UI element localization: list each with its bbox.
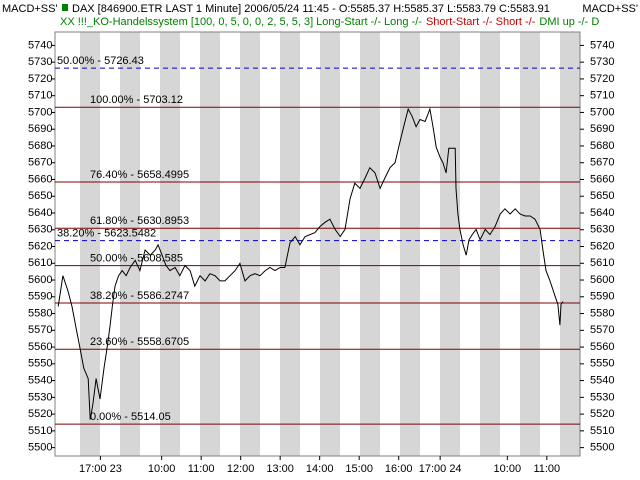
x-tick-label: 17:00 23 bbox=[79, 463, 122, 475]
price-line bbox=[57, 107, 564, 420]
y-tick-label: 5530 bbox=[28, 391, 52, 403]
y-tick-label: 5600 bbox=[28, 274, 52, 286]
y-tick-label: 5520 bbox=[590, 408, 614, 420]
fib-label: 23.60% - 5558.6705 bbox=[90, 336, 189, 348]
y-tick-label: 5510 bbox=[590, 425, 614, 437]
time-band bbox=[400, 32, 420, 456]
chart-title: DAX [846900.ETR LAST 1 Minute] 2006/05/2… bbox=[72, 3, 550, 15]
subtitle-part: DMI up -/- D bbox=[539, 16, 599, 28]
y-tick-label: 5540 bbox=[590, 374, 614, 386]
time-bands bbox=[80, 32, 580, 456]
y-tick-label: 5670 bbox=[28, 157, 52, 169]
y-tick-label: 5530 bbox=[590, 391, 614, 403]
time-band bbox=[120, 32, 140, 456]
x-tick-label: 10:00 bbox=[148, 463, 176, 475]
y-tick-label: 5710 bbox=[590, 90, 614, 102]
title-icon bbox=[62, 4, 68, 11]
time-band bbox=[240, 32, 260, 456]
y-tick-label: 5640 bbox=[28, 207, 52, 219]
y-tick-label: 5650 bbox=[28, 190, 52, 202]
y-tick-label: 5680 bbox=[590, 140, 614, 152]
y-tick-label: 5700 bbox=[590, 106, 614, 118]
y-tick-label: 5560 bbox=[28, 341, 52, 353]
y-tick-label: 5500 bbox=[28, 442, 52, 454]
y-tick-label: 5640 bbox=[590, 207, 614, 219]
x-tick-label: 10:00 bbox=[494, 463, 522, 475]
y-tick-label: 5720 bbox=[590, 73, 614, 85]
y-tick-label: 5680 bbox=[28, 140, 52, 152]
y-tick-label: 5510 bbox=[28, 425, 52, 437]
y-tick-label: 5660 bbox=[28, 173, 52, 185]
fib-label: 50.00% - 5608.585 bbox=[90, 253, 183, 265]
y-tick-label: 5580 bbox=[590, 307, 614, 319]
fib-label: 100.00% - 5703.12 bbox=[90, 94, 183, 106]
x-tick-label: 15:00 bbox=[345, 463, 373, 475]
y-tick-label: 5700 bbox=[28, 106, 52, 118]
time-band bbox=[440, 32, 460, 456]
y-tick-label: 5620 bbox=[590, 240, 614, 252]
y-axis-label: MACD+SS' bbox=[2, 3, 58, 15]
fib-label: 38.20% - 5586.2747 bbox=[90, 290, 189, 302]
time-band bbox=[320, 32, 340, 456]
x-tick-label: 11:00 bbox=[533, 463, 560, 475]
y-tick-label: 5610 bbox=[28, 257, 52, 269]
time-band bbox=[560, 32, 580, 456]
fib-label: 50.00% - 5726.43 bbox=[57, 55, 144, 67]
y-tick-label: 5740 bbox=[28, 39, 52, 51]
fib-label: 0.00% - 5514.05 bbox=[90, 411, 171, 423]
time-band bbox=[160, 32, 180, 456]
time-band bbox=[480, 32, 500, 456]
y-tick-label: 5600 bbox=[590, 274, 614, 286]
y-tick-label: 5730 bbox=[590, 56, 614, 68]
y-tick-label: 5740 bbox=[590, 39, 614, 51]
y-tick-label: 5730 bbox=[28, 56, 52, 68]
y-tick-label: 5550 bbox=[590, 358, 614, 370]
time-band bbox=[360, 32, 380, 456]
y-tick-label: 5560 bbox=[590, 341, 614, 353]
y-tick-label: 5710 bbox=[28, 90, 52, 102]
fib-label: 61.80% - 5630.8953 bbox=[90, 215, 189, 227]
y-tick-label: 5590 bbox=[590, 291, 614, 303]
subtitle-part: Short-Start -/- Short -/- bbox=[426, 16, 536, 28]
time-band bbox=[520, 32, 540, 456]
y-tick-label: 5580 bbox=[28, 307, 52, 319]
y-tick-label: 5720 bbox=[28, 73, 52, 85]
x-tick-label: 11:00 bbox=[188, 463, 215, 475]
y-tick-label: 5660 bbox=[590, 173, 614, 185]
x-tick-label: 16:00 bbox=[385, 463, 413, 475]
time-band bbox=[80, 32, 100, 456]
y-tick-label: 5610 bbox=[590, 257, 614, 269]
y-tick-label: 5570 bbox=[28, 324, 52, 336]
y-tick-label: 5630 bbox=[590, 224, 614, 236]
plot-frame bbox=[54, 31, 581, 457]
y-tick-label: 5520 bbox=[28, 408, 52, 420]
y-tick-label: 5500 bbox=[590, 442, 614, 454]
x-tick-label: 17:00 24 bbox=[419, 463, 462, 475]
chart-subtitle: XX !!!_KO-Handelssystem [100, 0, 5, 0, 0… bbox=[60, 16, 599, 28]
y-tick-label: 5540 bbox=[28, 374, 52, 386]
fib-label: 76.40% - 5658.4995 bbox=[90, 169, 189, 181]
y-tick-label: 5570 bbox=[590, 324, 614, 336]
y-tick-label: 5690 bbox=[590, 123, 614, 135]
y-tick-label: 5620 bbox=[28, 240, 52, 252]
y-tick-label: 5630 bbox=[28, 224, 52, 236]
y-tick-label: 5670 bbox=[590, 157, 614, 169]
fib-label: 38.20% - 5623.5482 bbox=[57, 227, 156, 239]
y-tick-label: 5650 bbox=[590, 190, 614, 202]
x-tick-label: 12:00 bbox=[227, 463, 255, 475]
time-band bbox=[200, 32, 220, 456]
x-tick-label: 14:00 bbox=[306, 463, 334, 475]
y-tick-label: 5550 bbox=[28, 358, 52, 370]
x-tick-label: 13:00 bbox=[266, 463, 294, 475]
subtitle-part: XX !!!_KO-Handelssystem [100, 0, 5, 0, 0… bbox=[60, 16, 422, 28]
y-tick-label: 5690 bbox=[28, 123, 52, 135]
y-tick-label: 5590 bbox=[28, 291, 52, 303]
y-axis-label: MACD+SS' bbox=[582, 3, 638, 15]
